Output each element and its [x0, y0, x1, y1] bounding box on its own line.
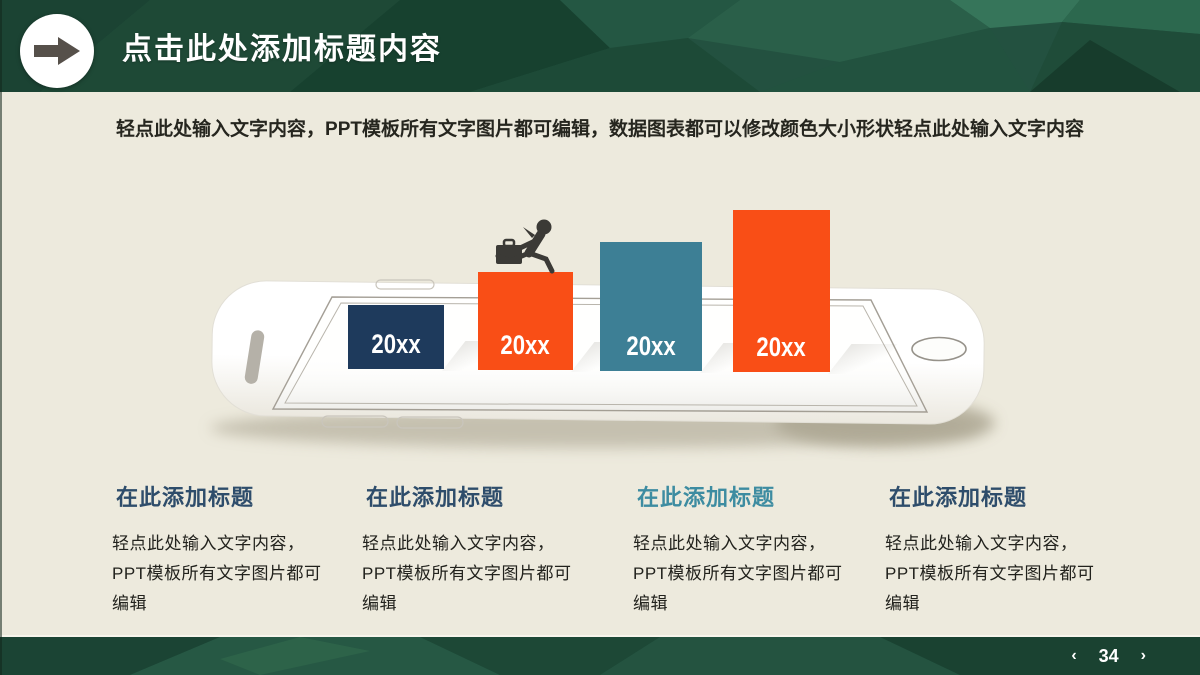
- phone-side-buttons: [321, 279, 464, 429]
- previous-slide-button[interactable]: ‹: [1071, 647, 1077, 664]
- chart-bar: 20xx: [600, 242, 702, 371]
- low-poly-pattern: [0, 637, 1200, 675]
- column-body: 轻点此处输入文字内容，PPT模板所有文字图片都可编辑: [112, 534, 322, 613]
- left-edge-shadow: [0, 0, 2, 675]
- phone-earpiece: [244, 330, 265, 384]
- header-badge: [20, 14, 94, 88]
- chart-bar: 20xx: [348, 305, 444, 369]
- intro-text: 轻点此处输入文字内容，PPT模板所有文字图片都可编辑，数据图表都可以修改颜色大小…: [116, 119, 1084, 140]
- next-slide-button[interactable]: ›: [1140, 647, 1146, 664]
- slide-header: 点击此处添加标题内容: [0, 0, 1200, 92]
- page-number: 34: [1098, 646, 1119, 666]
- bar-label: 20xx: [371, 329, 421, 359]
- column-body: 轻点此处输入文字内容，PPT模板所有文字图片都可编辑: [362, 534, 572, 613]
- bar-label: 20xx: [756, 332, 807, 362]
- column-title: 在此添加标题: [889, 485, 1028, 510]
- feature-column: 在此添加标题 轻点此处输入文字内容，PPT模板所有文字图片都可编辑: [362, 480, 584, 619]
- column-title: 在此添加标题: [637, 485, 776, 510]
- column-title: 在此添加标题: [366, 485, 505, 510]
- bar-label: 20xx: [626, 331, 676, 361]
- feature-column: 在此添加标题 轻点此处输入文字内容，PPT模板所有文字图片都可编辑: [633, 480, 855, 619]
- chart-bar: 20xx: [733, 210, 830, 372]
- feature-column: 在此添加标题 轻点此处输入文字内容，PPT模板所有文字图片都可编辑: [885, 480, 1107, 619]
- slide-title: 点击此处添加标题内容: [122, 33, 442, 66]
- column-title: 在此添加标题: [116, 485, 255, 510]
- phone-home-button: [911, 336, 967, 362]
- running-businessman-icon: [495, 219, 555, 274]
- feature-column: 在此添加标题 轻点此处输入文字内容，PPT模板所有文字图片都可编辑: [112, 480, 334, 619]
- column-body: 轻点此处输入文字内容，PPT模板所有文字图片都可编辑: [885, 534, 1095, 613]
- bar-label: 20xx: [500, 330, 551, 360]
- chart-bar: 20xx: [478, 272, 573, 370]
- slide-footer: ‹ 34 ›: [0, 635, 1200, 675]
- arrow-right-icon: [34, 37, 80, 65]
- slide-pager: ‹ 34 ›: [1071, 637, 1146, 675]
- low-poly-pattern: [0, 0, 1200, 92]
- column-body: 轻点此处输入文字内容，PPT模板所有文字图片都可编辑: [633, 534, 843, 613]
